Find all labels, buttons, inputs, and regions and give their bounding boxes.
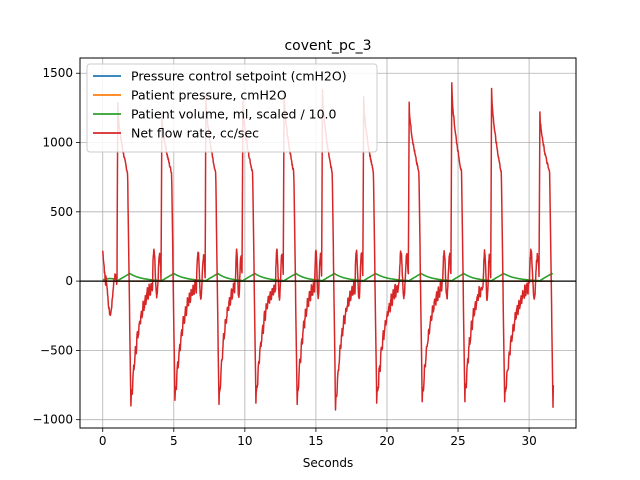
x-tick-label: 10	[237, 434, 252, 448]
x-tick-label: 30	[521, 434, 536, 448]
y-axis: −1000 −500 0 500 1000 1500	[32, 66, 80, 427]
y-tick-label: −1000	[32, 413, 73, 427]
legend-label: Pressure control setpoint (cmH2O)	[131, 69, 347, 84]
y-tick-label: 500	[50, 205, 73, 219]
x-tick-label: 0	[99, 434, 107, 448]
y-tick-label: 0	[65, 274, 73, 288]
y-tick-label: 1500	[42, 66, 73, 80]
legend-box	[86, 63, 378, 153]
chart-title: covent_pc_3	[284, 38, 371, 54]
x-tick-label: 15	[308, 434, 323, 448]
x-axis-label: Seconds	[303, 456, 353, 470]
legend-label: Net flow rate, cc/sec	[131, 126, 259, 141]
legend-label: Patient volume, ml, scaled / 10.0	[131, 107, 337, 122]
x-tick-label: 5	[170, 434, 178, 448]
legend: Pressure control setpoint (cmH2O) Patient…	[86, 63, 378, 153]
y-tick-label: 1000	[42, 136, 73, 150]
x-tick-label: 25	[450, 434, 465, 448]
series-line-patient-volume	[102, 272, 554, 283]
x-tick-label: 20	[379, 434, 394, 448]
y-tick-label: −500	[40, 343, 73, 357]
x-axis: 0 5 10 15 20 25 30	[99, 428, 537, 448]
plot-frame	[79, 57, 577, 429]
legend-label: Patient pressure, cmH2O	[131, 88, 287, 103]
